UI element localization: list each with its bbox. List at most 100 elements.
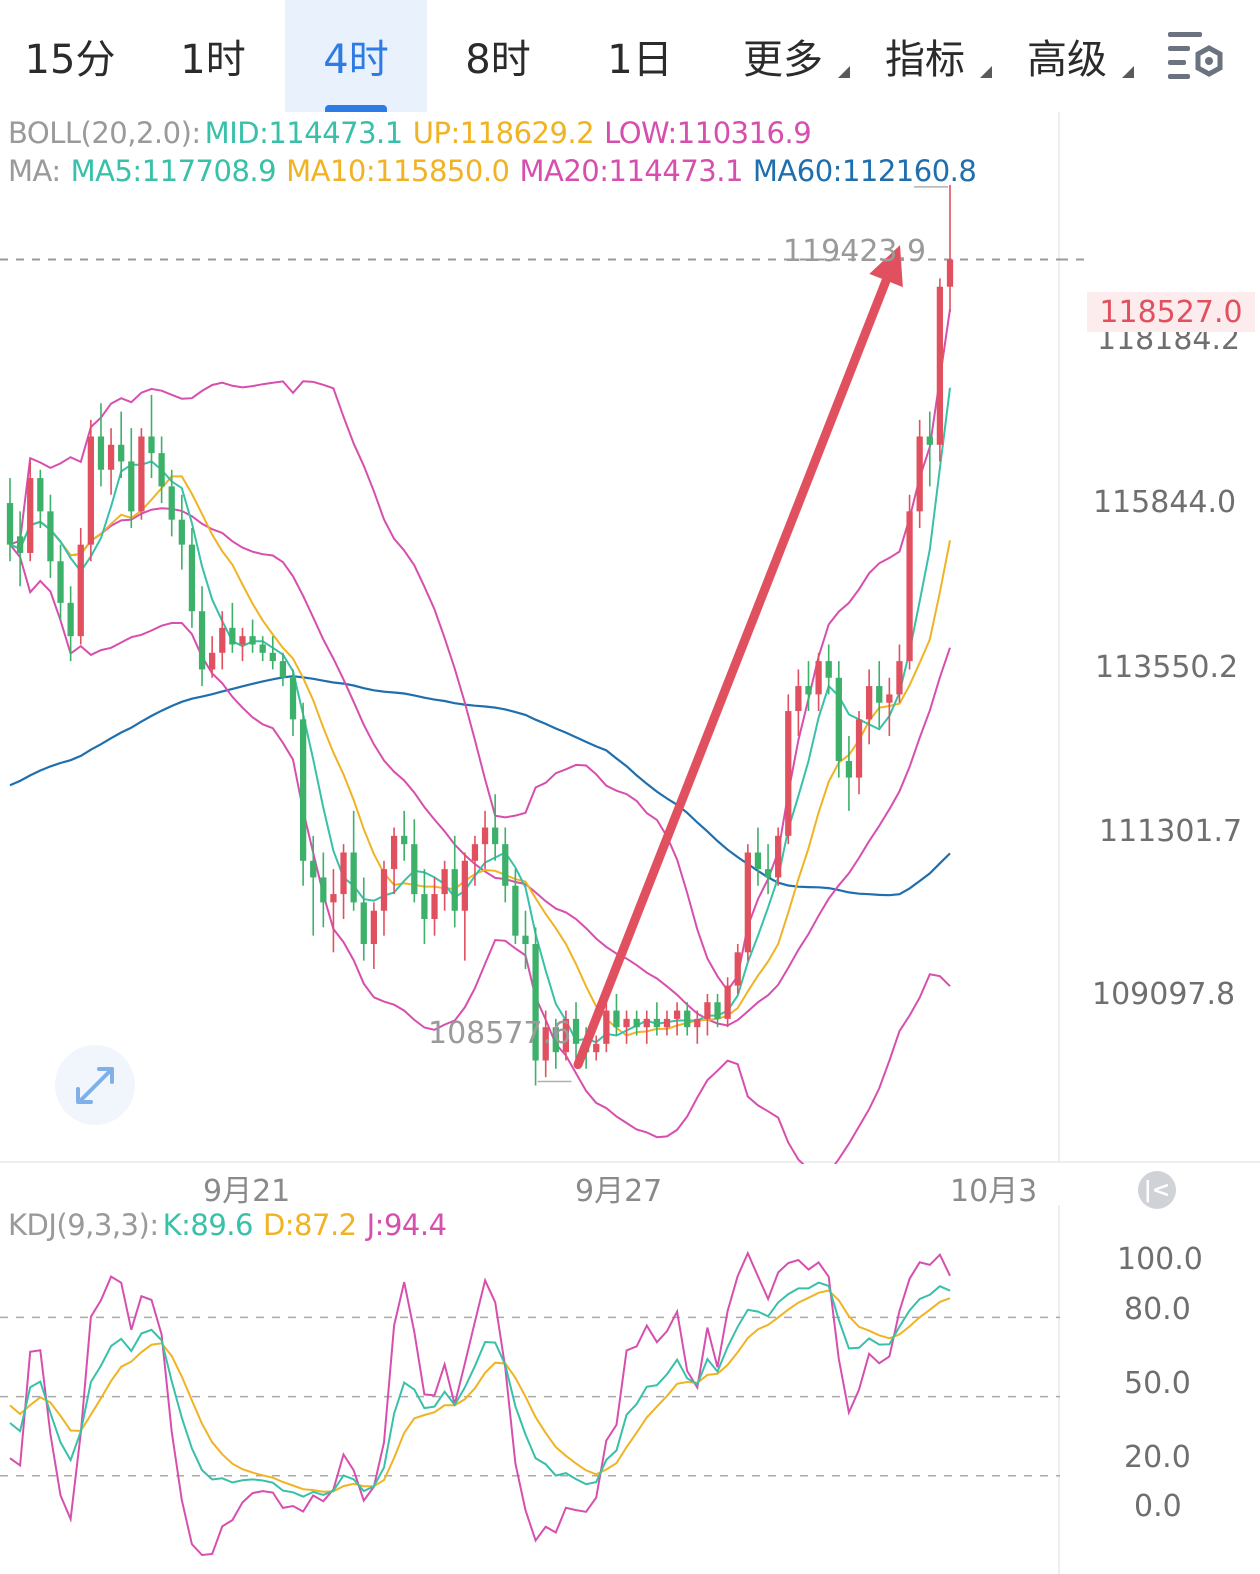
- kdj-axis-label: 0.0: [1134, 1489, 1182, 1524]
- candle: [310, 835, 317, 936]
- candle: [97, 403, 105, 487]
- candle: [744, 844, 751, 961]
- candle: [37, 469, 44, 528]
- boll-legend-name: BOLL(20,2.0):: [8, 116, 201, 150]
- current-price-tag: 118527.0: [1087, 292, 1255, 332]
- candle: [431, 877, 438, 936]
- candle: [815, 652, 822, 712]
- candle: [906, 494, 913, 670]
- low-price-label: 108577.6: [428, 1016, 572, 1051]
- candle: [390, 827, 398, 895]
- candle: [249, 619, 256, 653]
- candle: [673, 1002, 681, 1036]
- date-label: 10月3: [950, 1174, 1038, 1209]
- tab-label: 更多: [743, 37, 823, 83]
- candle: [936, 278, 944, 462]
- candle: [704, 993, 711, 1036]
- candle: [866, 669, 873, 745]
- candle: [754, 827, 762, 886]
- candle: [299, 702, 307, 886]
- candle: [219, 611, 226, 670]
- candle: [411, 819, 418, 903]
- candle: [663, 1010, 671, 1036]
- dropdown-caret-icon: [980, 66, 992, 78]
- candle: [562, 1010, 570, 1061]
- tab-8h[interactable]: 8时: [427, 0, 569, 112]
- candle: [380, 860, 388, 936]
- candle: [876, 661, 883, 728]
- tab-more-dropdown[interactable]: 更多: [712, 0, 854, 112]
- kdj-axis-label: 100.0: [1117, 1242, 1203, 1277]
- tab-indicators-dropdown[interactable]: 指标: [854, 0, 996, 112]
- candle: [320, 852, 327, 928]
- trend-arrow-shaft: [573, 275, 891, 1070]
- candle: [542, 1010, 549, 1078]
- dropdown-caret-icon: [1122, 66, 1134, 78]
- price-axis-label: 109097.8: [1092, 977, 1236, 1012]
- boll-lower-line: [9, 543, 951, 1164]
- candle: [178, 494, 185, 570]
- kdj-j-value: J:94.4: [366, 1208, 447, 1242]
- fullscreen-button[interactable]: [55, 1045, 135, 1125]
- candle: [643, 1010, 650, 1044]
- candle: [694, 1010, 701, 1044]
- trend-arrow-head: [869, 245, 903, 288]
- candle: [87, 419, 94, 562]
- ma10-line: [9, 475, 951, 1037]
- tab-label: 1时: [180, 37, 246, 83]
- tab-1h[interactable]: 1时: [142, 0, 284, 112]
- candle: [724, 977, 731, 1028]
- kdj-d-value: D:87.2: [262, 1208, 357, 1242]
- tab-4h[interactable]: 4时: [285, 0, 427, 112]
- candle: [330, 869, 337, 953]
- candle: [340, 844, 347, 920]
- candle: [825, 644, 832, 695]
- candle: [835, 661, 842, 778]
- candle: [512, 869, 519, 944]
- expand-icon: [76, 1067, 114, 1104]
- date-label: 9月27: [575, 1174, 663, 1209]
- kdj-axis-label: 50.0: [1124, 1366, 1191, 1401]
- kdj-k-value: K:89.6: [162, 1208, 254, 1242]
- tab-15m[interactable]: 15分: [0, 0, 140, 112]
- boll-up-value: UP:118629.2: [412, 116, 595, 150]
- chevron-left-end-icon: |<: [1143, 1177, 1171, 1203]
- candle: [532, 927, 539, 1086]
- ma10-value: MA10:115850.0: [286, 154, 510, 188]
- scroll-to-latest-button[interactable]: |<: [1138, 1171, 1176, 1209]
- ma60-line: [9, 675, 951, 897]
- candle: [370, 902, 378, 969]
- ma5-value: MA5:117708.9: [70, 154, 277, 188]
- candle: [633, 1010, 640, 1036]
- tab-label: 15分: [24, 37, 116, 83]
- candle: [461, 852, 468, 961]
- boll-low-value: LOW:110316.9: [604, 116, 812, 150]
- boll-legend: BOLL(20,2.0): MID:114473.1 UP:118629.2 LOW:…: [8, 116, 821, 150]
- kdj-k-line: [9, 1281, 951, 1498]
- candle: [805, 661, 812, 712]
- candlestick-chart[interactable]: [0, 112, 1260, 1164]
- kdj-indicator-chart[interactable]: [0, 1205, 1260, 1574]
- timeframe-tabbar: 15分 1时 4时 8时 1日 更多 指标 高级: [0, 0, 1260, 112]
- candle: [27, 461, 34, 562]
- candle: [613, 993, 620, 1036]
- candle: [138, 428, 145, 520]
- boll-mid-value: MID:114473.1: [204, 116, 404, 150]
- chart-settings-icon[interactable]: [1168, 30, 1228, 82]
- candle: [279, 652, 287, 687]
- ma-legend-name: MA:: [8, 154, 61, 188]
- kdj-axis-label: 80.0: [1124, 1292, 1191, 1327]
- tab-label: 1日: [607, 37, 673, 83]
- candle: [350, 810, 357, 911]
- candle: [502, 827, 509, 903]
- candle: [926, 411, 933, 487]
- tab-1d[interactable]: 1日: [569, 0, 711, 112]
- candle: [360, 877, 367, 961]
- candle: [785, 694, 792, 845]
- candle: [653, 1002, 661, 1036]
- candle: [16, 511, 24, 587]
- tab-advanced-dropdown[interactable]: 高级: [996, 0, 1138, 112]
- candle: [441, 860, 448, 911]
- kdj-legend: KDJ(9,3,3): K:89.6 D:87.2 J:94.4: [8, 1208, 457, 1242]
- tab-label: 4时: [323, 37, 389, 83]
